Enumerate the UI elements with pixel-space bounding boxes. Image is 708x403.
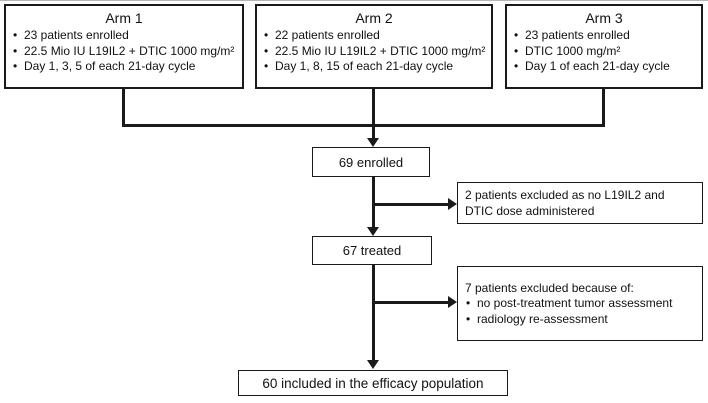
efficacy-label: 60 included in the efficacy population	[262, 375, 484, 391]
exclusion1-text: 2 patients excluded as no L19IL2 and DTI…	[465, 188, 665, 218]
bullet-item: 22.5 Mio IU L19IL2 + DTIC 1000 mg/m²	[12, 44, 237, 60]
arm-3-bullets: 23 patients enrolled DTIC 1000 mg/m² Day…	[507, 27, 701, 75]
arm-1-box: Arm 1 23 patients enrolled 22.5 Mio IU L…	[4, 4, 244, 89]
bullet-item: Day 1 of each 21-day cycle	[513, 59, 696, 75]
arm-3-title: Arm 3	[585, 10, 623, 26]
connector-treated-efficacy	[372, 265, 375, 361]
connector-arm3-drop	[602, 89, 605, 127]
treated-label: 67 treated	[342, 243, 402, 258]
exclusion2-title: 7 patients excluded because of:	[465, 280, 634, 295]
connector-arm2-drop	[372, 89, 375, 139]
bullet-item: 23 patients enrolled	[12, 28, 237, 44]
exclusion2-box: 7 patients excluded because of: no post-…	[457, 266, 703, 341]
efficacy-box: 60 included in the efficacy population	[238, 370, 508, 396]
connector-branch-exclusion2	[372, 301, 449, 304]
arm-1-title: Arm 1	[105, 10, 143, 26]
arm-1-bullets: 23 patients enrolled 22.5 Mio IU L19IL2 …	[6, 27, 242, 75]
bullet-item: 22.5 Mio IU L19IL2 + DTIC 1000 mg/m²	[263, 44, 486, 60]
exclusion1-box: 2 patients excluded as no L19IL2 and DTI…	[457, 182, 703, 224]
arm-2-title: Arm 2	[355, 10, 393, 26]
arrowhead-to-exclusion1	[448, 198, 457, 210]
connector-enrolled-treated	[372, 177, 375, 228]
arm-2-bullets: 22 patients enrolled 22.5 Mio IU L19IL2 …	[257, 27, 491, 75]
enrolled-box: 69 enrolled	[312, 147, 430, 177]
bullet-item: DTIC 1000 mg/m²	[513, 44, 696, 60]
arrowhead-to-enrolled	[367, 138, 379, 147]
treated-box: 67 treated	[312, 236, 432, 265]
bullet-item: 22 patients enrolled	[263, 28, 486, 44]
arm-3-box: Arm 3 23 patients enrolled DTIC 1000 mg/…	[505, 4, 703, 89]
arrowhead-to-efficacy	[367, 360, 379, 369]
arrowhead-to-exclusion2	[448, 296, 457, 308]
enrolled-label: 69 enrolled	[338, 154, 404, 170]
arm-2-box: Arm 2 22 patients enrolled 22.5 Mio IU L…	[255, 4, 493, 89]
connector-merge-horizontal	[122, 124, 605, 127]
bullet-item: Day 1, 3, 5 of each 21-day cycle	[12, 59, 237, 75]
connector-branch-exclusion1	[372, 203, 449, 206]
connector-arm1-drop	[122, 89, 125, 127]
bullet-item: 23 patients enrolled	[513, 28, 696, 44]
exclusion2-content: 7 patients excluded because of: no post-…	[458, 267, 702, 340]
bullet-item: radiology re-assessment	[465, 312, 695, 328]
arrowhead-to-treated	[367, 227, 379, 236]
bullet-item: Day 1, 8, 15 of each 21-day cycle	[263, 59, 486, 75]
bullet-item: no post-treatment tumor assessment	[465, 296, 695, 312]
